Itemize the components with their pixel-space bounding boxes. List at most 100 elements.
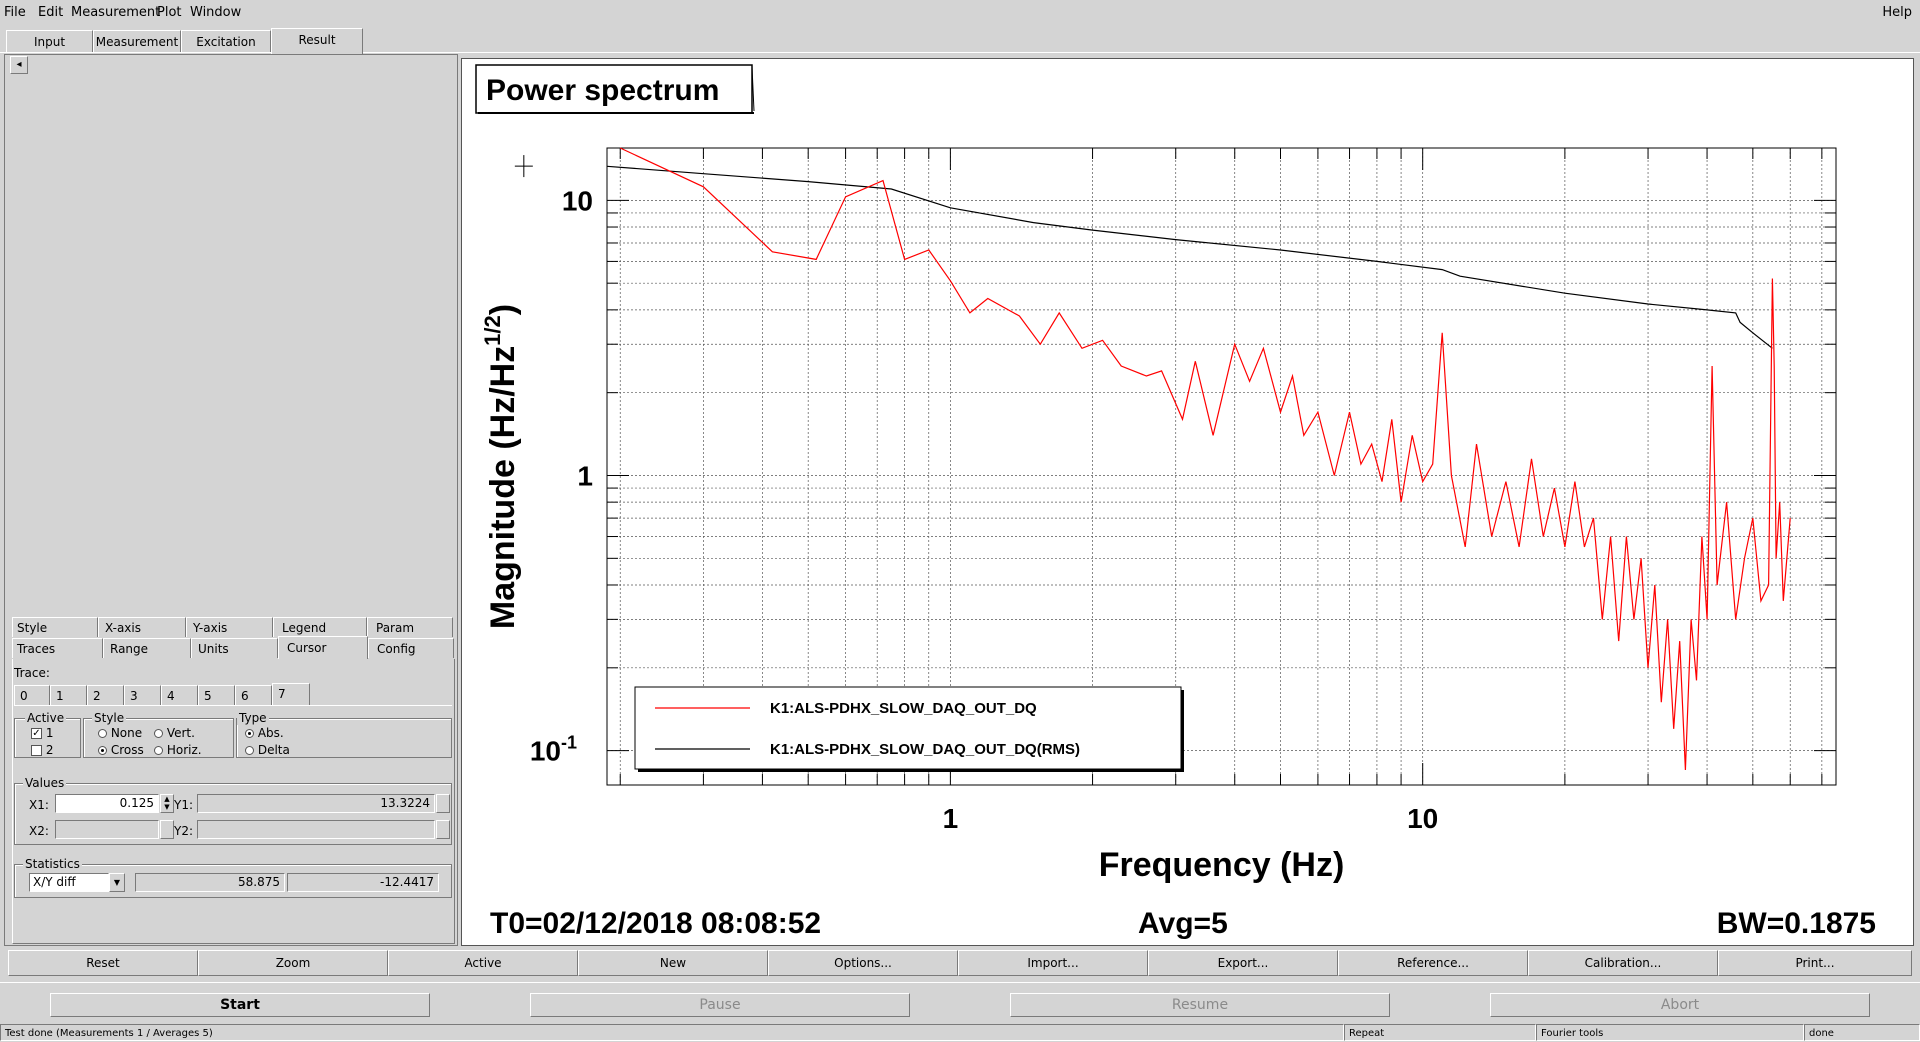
tab-style[interactable]: Style (12, 617, 98, 637)
x2-spinner[interactable] (160, 820, 174, 839)
x1-input[interactable]: 0.125 (55, 794, 159, 813)
tab-excitation[interactable]: Excitation (181, 30, 271, 52)
x-tick-label: 10 (1407, 803, 1438, 834)
values-group-title: Values (23, 776, 67, 790)
active-1-row: ✓ 1 (31, 726, 53, 740)
tab-units[interactable]: Units (191, 638, 278, 658)
zoom-button[interactable]: Zoom (198, 950, 388, 976)
plot-toolbar: Reset Zoom Active New Options... Import.… (0, 948, 1920, 978)
tab-param[interactable]: Param (367, 617, 453, 637)
reset-button[interactable]: Reset (8, 950, 198, 976)
tab-y-axis[interactable]: Y-axis (186, 617, 273, 637)
menu-help[interactable]: Help (1882, 5, 1912, 20)
type-delta-option[interactable]: Delta (245, 743, 290, 757)
legend (634, 686, 1182, 770)
trace-tab-4[interactable]: 4 (161, 685, 198, 705)
menu-file[interactable]: File (4, 5, 26, 20)
cursor-style-group: Style None Vert. Cross Horiz. (83, 711, 234, 758)
y-tick-label: 1 (577, 460, 593, 491)
trace-tab-7[interactable]: 7 (272, 683, 310, 705)
statistics-mode-select[interactable]: X/Y diff (29, 873, 109, 892)
trace-tab-0[interactable]: 0 (14, 685, 50, 705)
trace-label: Trace: (14, 666, 50, 680)
collapse-panel-button[interactable]: ◂ (10, 56, 28, 74)
active-1-label: 1 (45, 726, 54, 740)
style-cross-radio[interactable] (98, 746, 107, 755)
tab-result[interactable]: Result (271, 28, 363, 54)
menu-window[interactable]: Window (190, 5, 242, 20)
y2-field[interactable] (197, 820, 435, 839)
chevron-down-icon[interactable]: ▼ (109, 873, 125, 892)
resume-button[interactable]: Resume (1010, 993, 1390, 1017)
status-repeat: Repeat (1344, 1024, 1536, 1041)
print-button[interactable]: Print... (1718, 950, 1912, 976)
import-button[interactable]: Import... (958, 950, 1148, 976)
plot-area (606, 147, 1837, 786)
type-group-title: Type (237, 711, 269, 725)
tab-legend[interactable]: Legend (273, 617, 367, 637)
menu-plot[interactable]: Plot (157, 5, 182, 20)
menu-measurement[interactable]: Measurement (71, 5, 161, 20)
type-abs-option[interactable]: Abs. (245, 726, 284, 740)
style-horiz-option[interactable]: Horiz. (154, 743, 202, 757)
x2-field[interactable] (55, 820, 159, 839)
y1-field[interactable]: 13.3224 (197, 794, 435, 813)
tab-config[interactable]: Config (368, 638, 454, 658)
active-button[interactable]: Active (388, 950, 578, 976)
new-button[interactable]: New (578, 950, 768, 976)
abort-button[interactable]: Abort (1490, 993, 1870, 1017)
trace-tab-2[interactable]: 2 (87, 685, 124, 705)
tab-cursor[interactable]: Cursor (278, 636, 368, 659)
type-abs-radio[interactable] (245, 729, 254, 738)
y1-label: Y1: (174, 798, 194, 812)
active-group-title: Active (25, 711, 67, 725)
menu-edit[interactable]: Edit (38, 5, 64, 20)
active-2-checkbox[interactable] (31, 745, 42, 756)
tab-measurement[interactable]: Measurement (93, 30, 181, 52)
y1-spinner[interactable] (436, 794, 450, 813)
plot-title-box (475, 64, 753, 114)
x2-label: X2: (29, 824, 49, 838)
style-cross-label: Cross (110, 743, 144, 757)
reference-button[interactable]: Reference... (1338, 950, 1528, 976)
t0-label: T0=02/12/2018 08:08:52 (490, 907, 821, 940)
main-tab-bar: Input Measurement Excitation Result (0, 28, 1920, 54)
trace-tab-5[interactable]: 5 (198, 685, 235, 705)
style-vert-radio[interactable] (154, 729, 163, 738)
status-message: Test done (Measurements 1 / Averages 5) (0, 1024, 1344, 1041)
options-button[interactable]: Options... (768, 950, 958, 976)
style-horiz-radio[interactable] (154, 746, 163, 755)
statistics-group: Statistics X/Y diff ▼ 58.875 -12.4417 (14, 857, 452, 898)
style-none-radio[interactable] (98, 729, 107, 738)
tab-range[interactable]: Range (103, 638, 191, 658)
tab-input[interactable]: Input (6, 30, 93, 52)
status-tools: Fourier tools (1536, 1024, 1804, 1041)
style-cross-option[interactable]: Cross (98, 743, 144, 757)
x1-spinner[interactable]: ▲ ▼ (160, 794, 174, 813)
trace-tab-3[interactable]: 3 (124, 685, 161, 705)
start-button[interactable]: Start (50, 993, 430, 1017)
bw-label: BW=0.1875 (1717, 907, 1876, 940)
tab-traces[interactable]: Traces (12, 638, 103, 658)
x1-label: X1: (29, 798, 49, 812)
calibration-button[interactable]: Calibration... (1528, 950, 1718, 976)
tab-x-axis[interactable]: X-axis (98, 617, 186, 637)
active-1-checkbox[interactable]: ✓ (31, 728, 42, 739)
type-delta-radio[interactable] (245, 746, 254, 755)
y-tick-label: 10-1 (530, 733, 577, 767)
pause-button[interactable]: Pause (530, 993, 910, 1017)
legend-label: K1:ALS-PDHX_SLOW_DAQ_OUT_DQ(RMS) (770, 741, 1080, 758)
plot-window: Power spectrum T0=02/12/2018 08:08:52 Av… (461, 58, 1914, 946)
menu-bar: File Edit Measurement Plot Window Help (0, 0, 1920, 26)
option-tabs: Style X-axis Y-axis Legend Param Traces … (12, 617, 456, 659)
y2-spinner[interactable] (436, 820, 450, 839)
style-none-option[interactable]: None (98, 726, 142, 740)
style-group-title: Style (92, 711, 127, 725)
style-vert-option[interactable]: Vert. (154, 726, 195, 740)
action-bar: Start Pause Resume Abort (0, 982, 1920, 1023)
trace-tab-6[interactable]: 6 (235, 685, 272, 705)
y-axis-label: Magnitude (Hz/Hz1/2) (480, 304, 522, 629)
export-button[interactable]: Export... (1148, 950, 1338, 976)
statistics-value-2: -12.4417 (287, 873, 439, 892)
trace-tab-1[interactable]: 1 (50, 685, 87, 705)
